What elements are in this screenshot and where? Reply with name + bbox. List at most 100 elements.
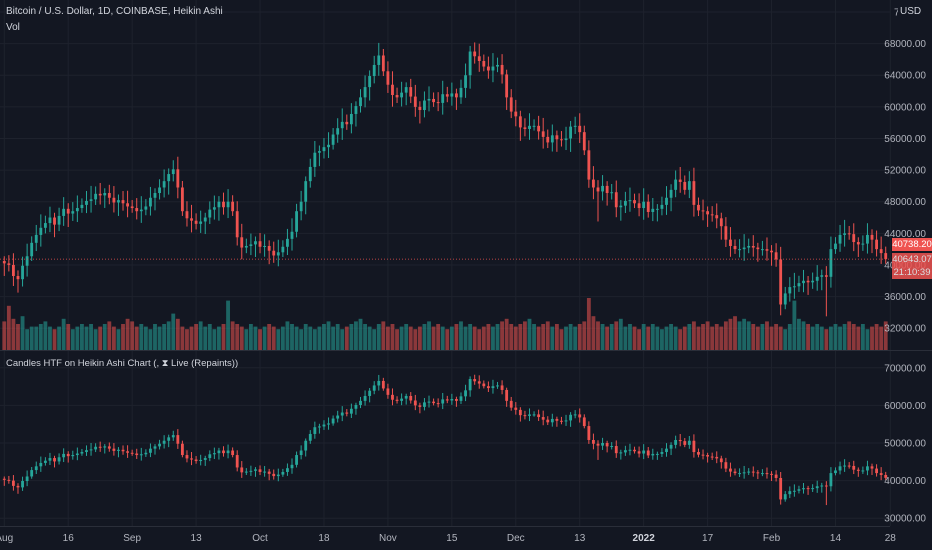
candle-body (532, 125, 536, 127)
indicator-candle-body (336, 415, 340, 419)
volume-bar (801, 321, 806, 350)
price-tick-label: 56000.00 (884, 134, 926, 145)
candle-body (733, 245, 737, 250)
volume-bar (600, 324, 605, 350)
volume-bar (518, 324, 523, 350)
volume-bar (527, 318, 532, 350)
candle-body (642, 201, 646, 209)
candle-body (404, 87, 408, 93)
volume-bar (536, 326, 541, 350)
indicator-candle-body (537, 414, 541, 418)
volume-bar (312, 329, 317, 350)
candle-body (286, 238, 289, 247)
volume-bar (363, 324, 367, 350)
indicator-candle-body (112, 448, 116, 451)
indicator-candle-body (2, 478, 6, 480)
volume-bar (235, 324, 240, 350)
currency-label[interactable]: USD (898, 6, 924, 17)
volume-bar (472, 326, 477, 350)
indicator-candle-body (363, 395, 367, 401)
candle-body (528, 125, 531, 129)
candle-body (162, 181, 166, 188)
candle-body (336, 128, 340, 135)
indicator-candle-body (409, 395, 413, 401)
candle-body (541, 131, 545, 137)
candle-body (445, 94, 449, 97)
indicator-candle-body (139, 454, 143, 456)
candle-body (190, 218, 193, 221)
main-candles (2, 42, 888, 317)
time-axis[interactable]: Aug 16 Sep 13 Oct 18 Nov 15 Dec 13 2022 17 Feb 14 28 (0, 533, 896, 544)
volume-bar (217, 326, 221, 350)
candle-body (30, 242, 34, 257)
indicator-candle-body (715, 456, 719, 459)
indicator-candle-body (135, 453, 139, 456)
candle-body (345, 121, 349, 125)
indicator-candle-body (272, 473, 276, 477)
indicator-price-axis[interactable]: 30000.00 40000.00 50000.00 60000.00 70000.00 (884, 363, 926, 524)
volume-bar (130, 321, 135, 350)
indicator-candle-body (158, 443, 161, 447)
indicator-candle-body (21, 480, 24, 488)
volume-bar (367, 326, 372, 350)
volume-bar (513, 326, 518, 350)
volume-bar (2, 321, 7, 350)
candle-body (363, 87, 367, 98)
candle-body (866, 234, 869, 244)
indicator-candle-body (496, 385, 499, 387)
indicator-candle-body (381, 380, 385, 389)
volume-bar (755, 326, 760, 350)
volume-bar (596, 321, 600, 350)
candle-body (546, 136, 550, 143)
candle-body (455, 93, 458, 98)
volume-bar (322, 324, 326, 350)
indicator-candle-body (235, 455, 239, 468)
price-tick-label: 48000.00 (884, 197, 926, 208)
indicator-candle-body (875, 468, 878, 474)
candle-body (413, 96, 417, 107)
indicator-candle-body (94, 446, 98, 450)
candle-body (633, 200, 636, 204)
indicator-candle-body (610, 446, 614, 448)
candle-body (441, 94, 445, 103)
volume-bar (16, 324, 20, 350)
candle-countdown: 21:10:39 (893, 267, 931, 278)
indicator-candles (2, 374, 888, 506)
indicator-candle-body (870, 466, 874, 469)
indicator-candle-body (477, 381, 481, 384)
volume-bar (870, 326, 874, 350)
indicator-candle-body (98, 446, 102, 448)
candle-body (94, 193, 98, 200)
candle-body (500, 64, 504, 75)
candle-body (601, 185, 604, 192)
candle-body (290, 231, 294, 239)
indicator-candle-body (811, 488, 815, 490)
candle-body (57, 215, 61, 225)
volume-bar (239, 326, 244, 350)
candle-body (450, 93, 454, 97)
time-tick-label: 17 (702, 533, 714, 544)
indicator-candle-body (48, 458, 52, 461)
volume-label[interactable]: Vol (6, 22, 20, 33)
candle-body (491, 66, 495, 71)
volume-bar (678, 329, 683, 350)
indicator-label[interactable]: Candles HTF on Heikin Ashi Chart (, ⧗ Li… (6, 358, 239, 369)
chart-title[interactable]: Bitcoin / U.S. Dollar, 1D, COINBASE, Hei… (6, 6, 223, 17)
indicator-candle-body (203, 458, 207, 460)
indicator-candle-body (117, 449, 120, 451)
indicator-candle-body (674, 439, 678, 445)
indicator-candle-body (578, 414, 582, 418)
candle-body (377, 55, 381, 65)
candle-body (884, 253, 888, 260)
candle-body (578, 125, 582, 133)
candle-body (222, 201, 225, 208)
indicator-candle-body (327, 423, 330, 425)
candle-body (637, 203, 641, 209)
candle-body (381, 55, 385, 72)
volume-bar (61, 318, 66, 350)
time-tick-label: 13 (574, 533, 586, 544)
candle-body (436, 102, 440, 104)
candle-body (806, 280, 810, 283)
indicator-candle-body (254, 469, 257, 471)
